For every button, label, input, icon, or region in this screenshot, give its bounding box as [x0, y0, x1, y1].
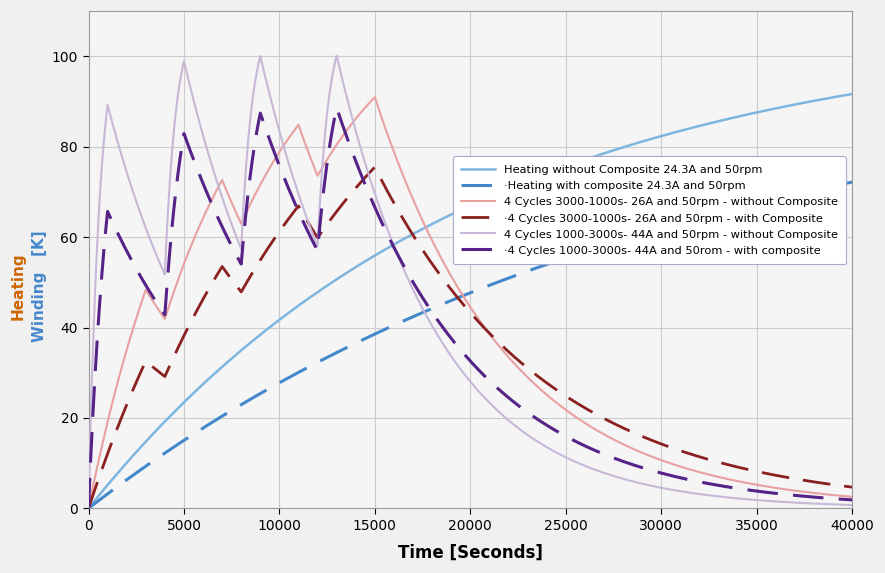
4 Cycles 1000-3000s- 44A and 50rpm - without Composite	[359, 159, 370, 166]
4 Cycles 3000-1000s- 26A and 50rpm - without Composite	[690, 468, 701, 474]
Heating without Composite 24.3A and 50rpm	[359, 258, 370, 265]
4 Cycles 1000-3000s- 44A and 50rpm - without Composite	[690, 490, 701, 497]
X-axis label: Time [Seconds]: Time [Seconds]	[398, 544, 543, 562]
4 Cycles 3000-1000s- 26A and 50rpm - without Composite	[535, 386, 546, 393]
·4 Cycles 1000-3000s- 44A and 50rom - with composite	[568, 437, 579, 444]
Line: 4 Cycles 3000-1000s- 26A and 50rpm - without Composite: 4 Cycles 3000-1000s- 26A and 50rpm - wit…	[88, 97, 852, 508]
Text: Heating: Heating	[11, 253, 25, 320]
·4 Cycles 3000-1000s- 26A and 50rpm - with Composite	[121, 401, 132, 408]
4 Cycles 3000-1000s- 26A and 50rpm - without Composite	[847, 493, 858, 500]
·4 Cycles 1000-3000s- 44A and 50rom - with composite	[650, 468, 660, 474]
·4 Cycles 1000-3000s- 44A and 50rom - with composite	[331, 104, 342, 111]
·4 Cycles 1000-3000s- 44A and 50rom - with composite	[847, 496, 858, 503]
4 Cycles 1000-3000s- 44A and 50rpm - without Composite	[83, 505, 94, 512]
·4 Cycles 3000-1000s- 26A and 50rpm - with Composite	[650, 438, 660, 445]
4 Cycles 1000-3000s- 44A and 50rpm - without Composite	[847, 501, 858, 508]
4 Cycles 1000-3000s- 44A and 50rpm - without Composite	[568, 458, 579, 465]
Heating without Composite 24.3A and 50rpm	[568, 160, 579, 167]
4 Cycles 3000-1000s- 26A and 50rpm - without Composite	[121, 346, 132, 352]
·Heating with composite 24.3A and 50rpm	[650, 227, 660, 234]
·4 Cycles 3000-1000s- 26A and 50rpm - with Composite	[568, 398, 579, 405]
·4 Cycles 1000-3000s- 44A and 50rom - with composite	[535, 418, 546, 425]
·4 Cycles 1000-3000s- 44A and 50rom - with composite	[690, 477, 701, 484]
·4 Cycles 1000-3000s- 44A and 50rom - with composite	[121, 248, 132, 255]
4 Cycles 3000-1000s- 26A and 50rpm - without Composite	[650, 454, 660, 461]
·4 Cycles 3000-1000s- 26A and 50rpm - with Composite	[359, 174, 370, 181]
Legend: Heating without Composite 24.3A and 50rpm, ·Heating with composite 24.3A and 50r: Heating without Composite 24.3A and 50rp…	[453, 156, 846, 264]
4 Cycles 1000-3000s- 44A and 50rpm - without Composite	[535, 440, 546, 447]
4 Cycles 1000-3000s- 44A and 50rpm - without Composite	[650, 483, 660, 490]
4 Cycles 3000-1000s- 26A and 50rpm - without Composite	[83, 505, 94, 512]
Line: ·Heating with composite 24.3A and 50rpm: ·Heating with composite 24.3A and 50rpm	[88, 182, 852, 508]
Line: Heating without Composite 24.3A and 50rpm: Heating without Composite 24.3A and 50rp…	[88, 94, 852, 508]
·Heating with composite 24.3A and 50rpm	[535, 263, 545, 270]
·4 Cycles 3000-1000s- 26A and 50rpm - with Composite	[535, 375, 546, 382]
Heating without Composite 24.3A and 50rpm	[847, 91, 858, 97]
·4 Cycles 3000-1000s- 26A and 50rpm - with Composite	[83, 505, 94, 512]
4 Cycles 3000-1000s- 26A and 50rpm - without Composite	[359, 104, 370, 111]
·4 Cycles 3000-1000s- 26A and 50rpm - with Composite	[369, 164, 380, 171]
4 Cycles 3000-1000s- 26A and 50rpm - without Composite	[369, 94, 380, 101]
Heating without Composite 24.3A and 50rpm	[690, 124, 701, 131]
Heating without Composite 24.3A and 50rpm	[83, 505, 94, 512]
·Heating with composite 24.3A and 50rpm	[121, 476, 132, 483]
Line: 4 Cycles 1000-3000s- 44A and 50rpm - without Composite: 4 Cycles 1000-3000s- 44A and 50rpm - wit…	[88, 56, 852, 508]
Line: ·4 Cycles 3000-1000s- 26A and 50rpm - with Composite: ·4 Cycles 3000-1000s- 26A and 50rpm - wi…	[88, 167, 852, 508]
·Heating with composite 24.3A and 50rpm	[83, 505, 94, 512]
4 Cycles 1000-3000s- 44A and 50rpm - without Composite	[121, 169, 132, 176]
Heating without Composite 24.3A and 50rpm	[121, 459, 132, 466]
4 Cycles 3000-1000s- 26A and 50rpm - without Composite	[568, 412, 579, 419]
·Heating with composite 24.3A and 50rpm	[359, 335, 370, 342]
·4 Cycles 1000-3000s- 44A and 50rom - with composite	[359, 181, 370, 188]
·Heating with composite 24.3A and 50rpm	[690, 215, 701, 222]
·4 Cycles 3000-1000s- 26A and 50rpm - with Composite	[847, 484, 858, 490]
Text: Winding   [K]: Winding [K]	[33, 231, 47, 342]
·Heating with composite 24.3A and 50rpm	[847, 179, 858, 186]
·4 Cycles 3000-1000s- 26A and 50rpm - with Composite	[690, 452, 701, 459]
·Heating with composite 24.3A and 50rpm	[568, 252, 579, 258]
Heating without Composite 24.3A and 50rpm	[650, 135, 660, 142]
Line: ·4 Cycles 1000-3000s- 44A and 50rom - with composite: ·4 Cycles 1000-3000s- 44A and 50rom - wi…	[88, 108, 852, 508]
Heating without Composite 24.3A and 50rpm	[535, 172, 545, 179]
4 Cycles 1000-3000s- 44A and 50rpm - without Composite	[331, 52, 342, 59]
·4 Cycles 1000-3000s- 44A and 50rom - with composite	[83, 505, 94, 512]
